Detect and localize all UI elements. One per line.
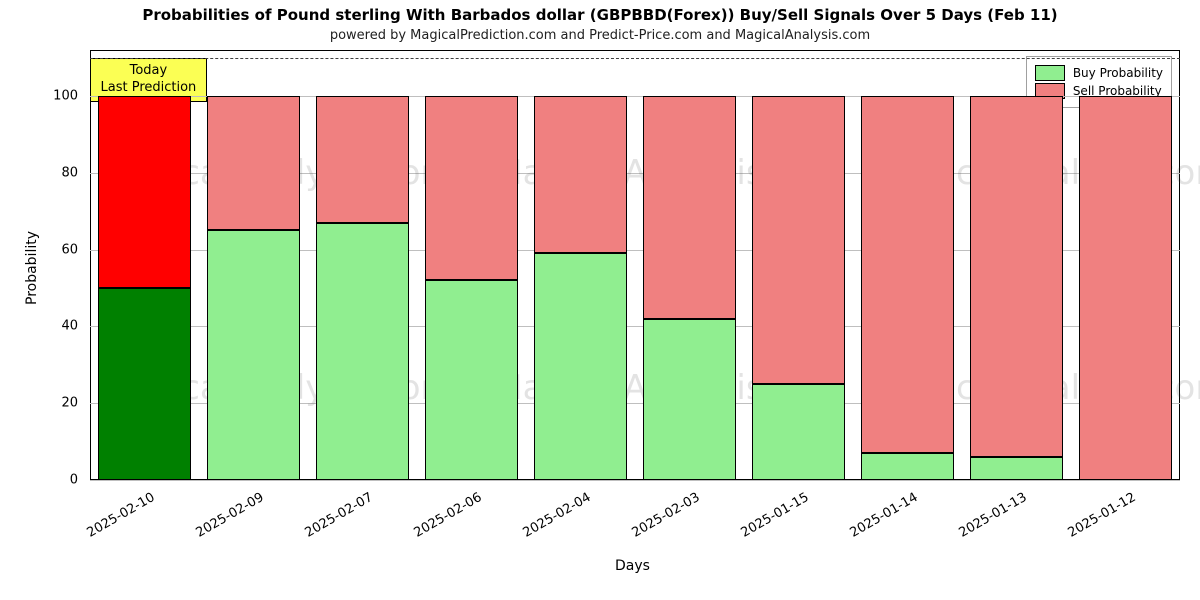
xtick-label: 2025-02-06 [390,490,484,553]
ytick-label: 100 [0,89,78,104]
xtick-label: 2025-02-07 [281,490,375,553]
ytick-label: 80 [0,165,78,180]
chart-subtitle: powered by MagicalPrediction.com and Pre… [0,28,1200,43]
bar-buy [425,280,519,480]
ytick-label: 40 [0,319,78,334]
bar-sell [970,96,1064,457]
bar-sell [98,96,192,288]
bar-sell [643,96,737,319]
dashed-reference-line [90,58,1180,59]
bar-sell [425,96,519,280]
legend-swatch-buy [1035,65,1065,81]
bar-buy [316,223,410,480]
bar-buy [98,288,192,480]
xtick-label: 2025-01-14 [826,490,920,553]
bar-sell [534,96,628,253]
chart-container: Probabilities of Pound sterling With Bar… [0,0,1200,600]
today-line1: Today [101,63,197,80]
chart-title: Probabilities of Pound sterling With Bar… [0,6,1200,24]
bar-sell [861,96,955,453]
xtick-label: 2025-01-12 [1044,490,1138,553]
bar-sell [316,96,410,223]
bar-buy [752,384,846,480]
x-axis-label: Days [615,558,650,574]
bar-buy [207,230,301,480]
ytick-label: 0 [0,473,78,488]
xtick-label: 2025-01-15 [717,490,811,553]
xtick-label: 2025-02-04 [499,490,593,553]
xtick-label: 2025-01-13 [935,490,1029,553]
legend-row-buy: Buy Probability [1035,65,1163,81]
bar-buy [861,453,955,480]
bar-buy [643,319,737,480]
bar-sell [752,96,846,384]
today-line2: Last Prediction [101,80,197,97]
xtick-label: 2025-02-03 [608,490,702,553]
bar-sell [1079,96,1173,480]
bar-buy [970,457,1064,480]
xtick-label: 2025-02-09 [172,490,266,553]
ytick-label: 60 [0,242,78,257]
legend-label-buy: Buy Probability [1073,66,1163,80]
xtick-label: 2025-02-10 [63,490,157,553]
gridline [90,480,1180,481]
bar-buy [534,253,628,480]
ytick-label: 20 [0,396,78,411]
bar-sell [207,96,301,230]
